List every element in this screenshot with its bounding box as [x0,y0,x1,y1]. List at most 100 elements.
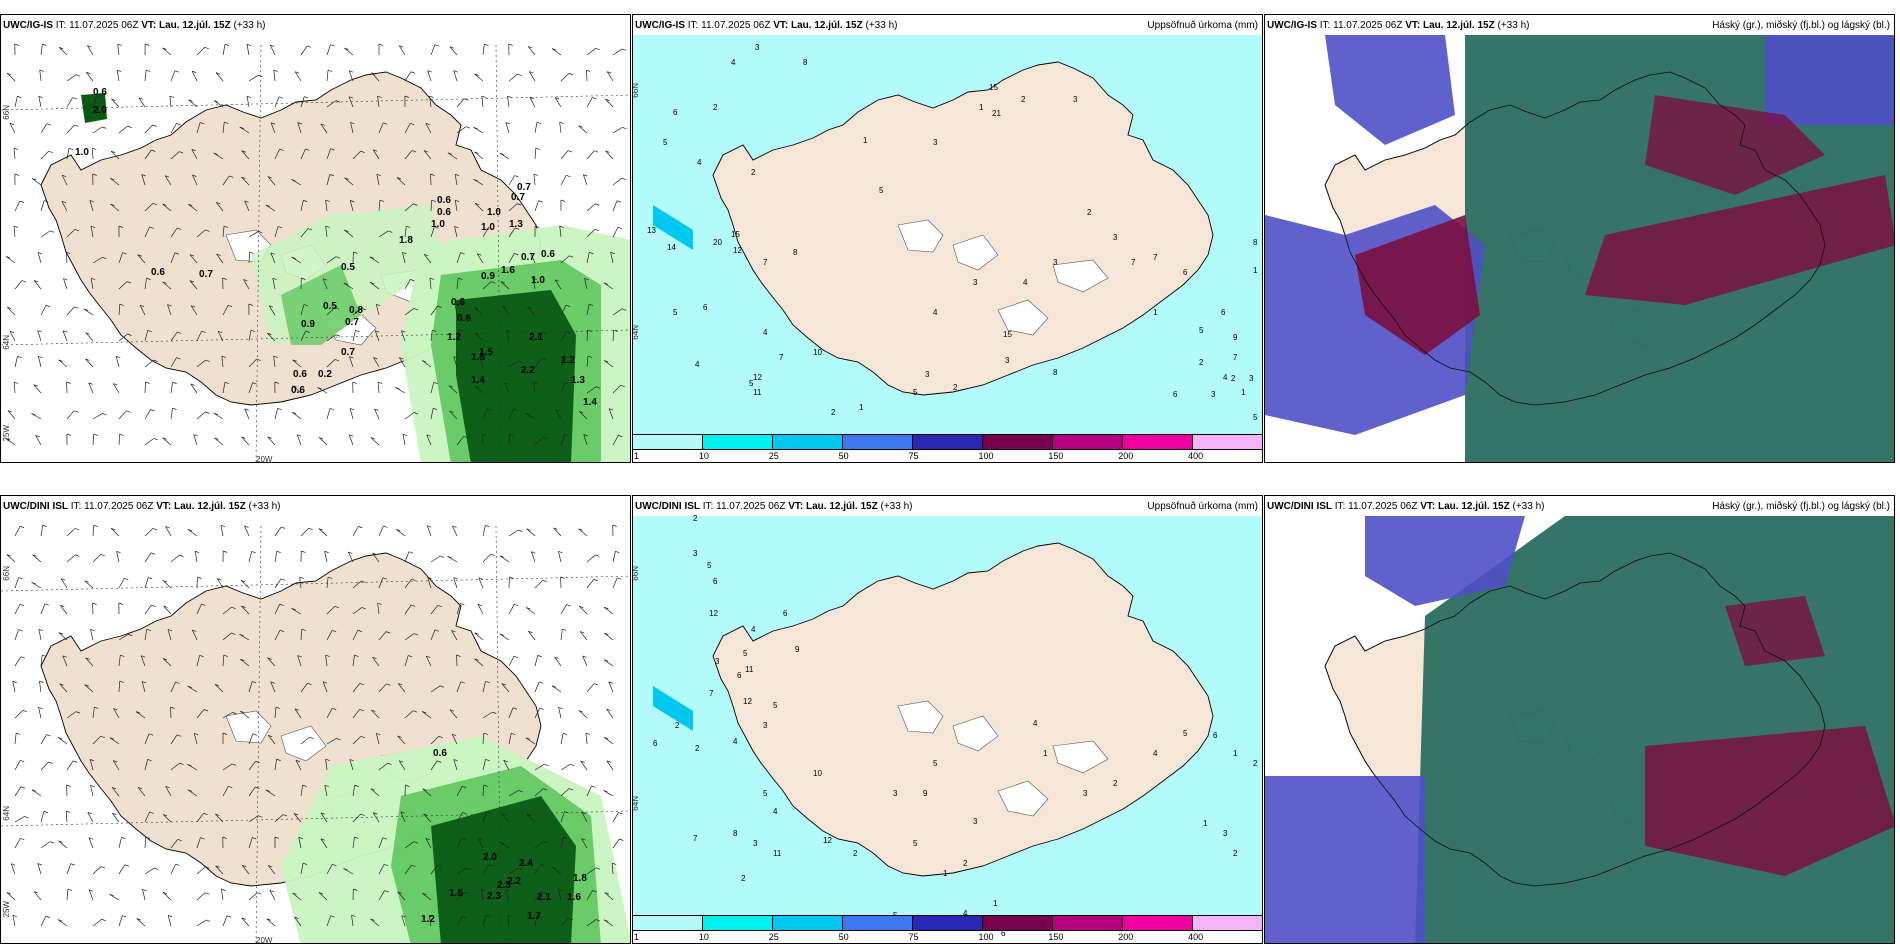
wind-barb [265,789,276,797]
wind-barb [533,382,536,394]
wind-barb [584,277,589,281]
wind-barb [20,838,25,841]
wind-barb [162,47,172,56]
wind-barb [525,607,536,615]
value-label: 1 [863,136,868,145]
wind-barb [423,254,432,264]
wind-barb [6,554,11,557]
wind-barb [382,577,388,580]
wind-barb [397,735,402,738]
wind-barb [448,385,458,394]
wind-barb [148,577,153,580]
wind-barb [427,525,432,528]
wind-barb [451,630,458,641]
wind-barb [404,604,412,615]
wind-barb [170,554,180,563]
value-label: 1.5 [471,352,485,363]
panel-ig-clouds: UWC/IG-IS IT: 11.07.2025 06Z VT: Lau. 12… [1264,14,1895,463]
wind-barb [499,555,505,558]
wind-barb [300,527,310,537]
wind-barb [508,253,515,264]
wind-barb [361,580,366,583]
wind-barb [39,69,44,72]
wind-barb [508,73,518,82]
wind-barb [146,69,151,72]
wind-barb [251,551,256,554]
value-label: 1.0 [531,275,545,286]
wind-barb [109,894,114,897]
wind-barb [360,813,365,816]
value-label: 1.5 [479,347,493,358]
value-label: 0.9 [301,319,315,330]
wind-barb [121,836,126,840]
wind-barb [351,915,354,927]
wind-barb [66,863,72,875]
wind-barb [308,527,313,531]
value-label: 0.6 [437,195,451,206]
wind-barb [465,126,471,129]
colorbar-swatch [1053,435,1123,449]
wind-barb [91,148,94,160]
lat-label-66n: 66N [2,105,11,120]
wind-barb [408,551,414,554]
wind-barb [61,201,68,212]
wind-barb [404,578,412,589]
wind-barb [554,279,562,290]
glacier-shape [952,234,999,271]
value-label: 1.6 [567,892,581,903]
wind-barb [526,528,536,537]
cloud-area-mid [1645,95,1825,195]
wind-barb [205,359,210,362]
wind-barb [175,863,180,866]
wind-barb [352,381,357,384]
wind-barb [349,356,354,368]
wind-barb [535,147,540,150]
wind-barb [595,867,601,870]
wind-barb [352,655,355,667]
wind-barb [566,331,571,334]
wind-barb [326,100,337,108]
value-label: 4 [751,625,756,634]
wind-barb [187,764,192,767]
wind-barb [244,525,249,528]
wind-barb [454,173,460,177]
wind-barb [306,45,312,48]
cloud-area-mid [1585,175,1894,305]
wind-barb [162,437,172,446]
wind-barb [241,436,246,439]
wind-barb [526,607,531,610]
wind-barb [297,122,302,134]
wind-barb [14,43,19,46]
wind-barb [399,760,404,763]
wind-barb [149,226,154,229]
wind-barb [430,382,435,394]
wind-barb [320,812,326,815]
cloud-area-mid [1725,596,1825,666]
wind-barb [378,837,384,849]
wind-barb [162,281,172,290]
wind-barb [586,867,597,875]
wind-barb [533,174,536,186]
value-label: 3 [693,549,698,558]
wind-barb [502,305,510,316]
wind-barb [196,47,206,56]
wind-barb [617,577,622,580]
wind-barb [422,788,432,797]
wind-barb [118,602,123,605]
value-label: 2 [675,721,680,730]
wind-barb [606,71,614,82]
wind-barb [373,357,378,360]
wind-barb [252,382,257,385]
wind-barb [194,733,199,736]
wind-barb [529,71,534,74]
wind-barb [222,712,233,719]
colorbar-swatch [1123,916,1193,930]
wind-barb [167,629,173,632]
wind-barb [40,525,44,537]
wind-barb [267,657,276,667]
wind-barb [483,784,489,787]
wind-barb [586,203,596,212]
wind-barb [430,760,438,771]
wind-barb [117,44,120,56]
